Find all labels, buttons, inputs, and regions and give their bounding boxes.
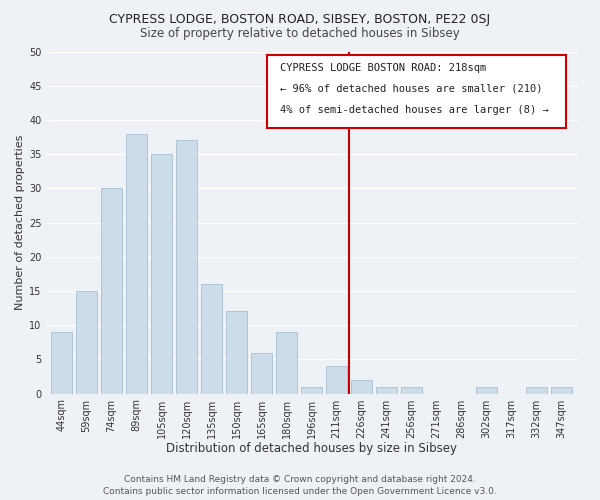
Bar [326,366,347,394]
Bar [101,188,122,394]
Bar [151,154,172,394]
Bar [351,380,372,394]
X-axis label: Distribution of detached houses by size in Sibsey: Distribution of detached houses by size … [166,442,457,455]
Bar [201,284,222,394]
Bar [251,352,272,394]
Text: ← 96% of detached houses are smaller (210): ← 96% of detached houses are smaller (21… [280,84,542,94]
Bar [276,332,297,394]
Text: Contains HM Land Registry data © Crown copyright and database right 2024.: Contains HM Land Registry data © Crown c… [124,475,476,484]
Bar [476,387,497,394]
Bar [376,387,397,394]
Bar [526,387,547,394]
Bar [76,291,97,394]
Bar [176,140,197,394]
Bar [226,312,247,394]
Bar [401,387,422,394]
Text: CYPRESS LODGE BOSTON ROAD: 218sqm: CYPRESS LODGE BOSTON ROAD: 218sqm [280,64,486,74]
Bar [301,387,322,394]
FancyBboxPatch shape [266,55,566,128]
Text: 4% of semi-detached houses are larger (8) →: 4% of semi-detached houses are larger (8… [280,104,548,115]
Y-axis label: Number of detached properties: Number of detached properties [15,135,25,310]
Bar [51,332,72,394]
Bar [551,387,572,394]
Text: Size of property relative to detached houses in Sibsey: Size of property relative to detached ho… [140,28,460,40]
Text: CYPRESS LODGE, BOSTON ROAD, SIBSEY, BOSTON, PE22 0SJ: CYPRESS LODGE, BOSTON ROAD, SIBSEY, BOST… [109,12,491,26]
Text: Contains public sector information licensed under the Open Government Licence v3: Contains public sector information licen… [103,487,497,496]
Bar [126,134,147,394]
